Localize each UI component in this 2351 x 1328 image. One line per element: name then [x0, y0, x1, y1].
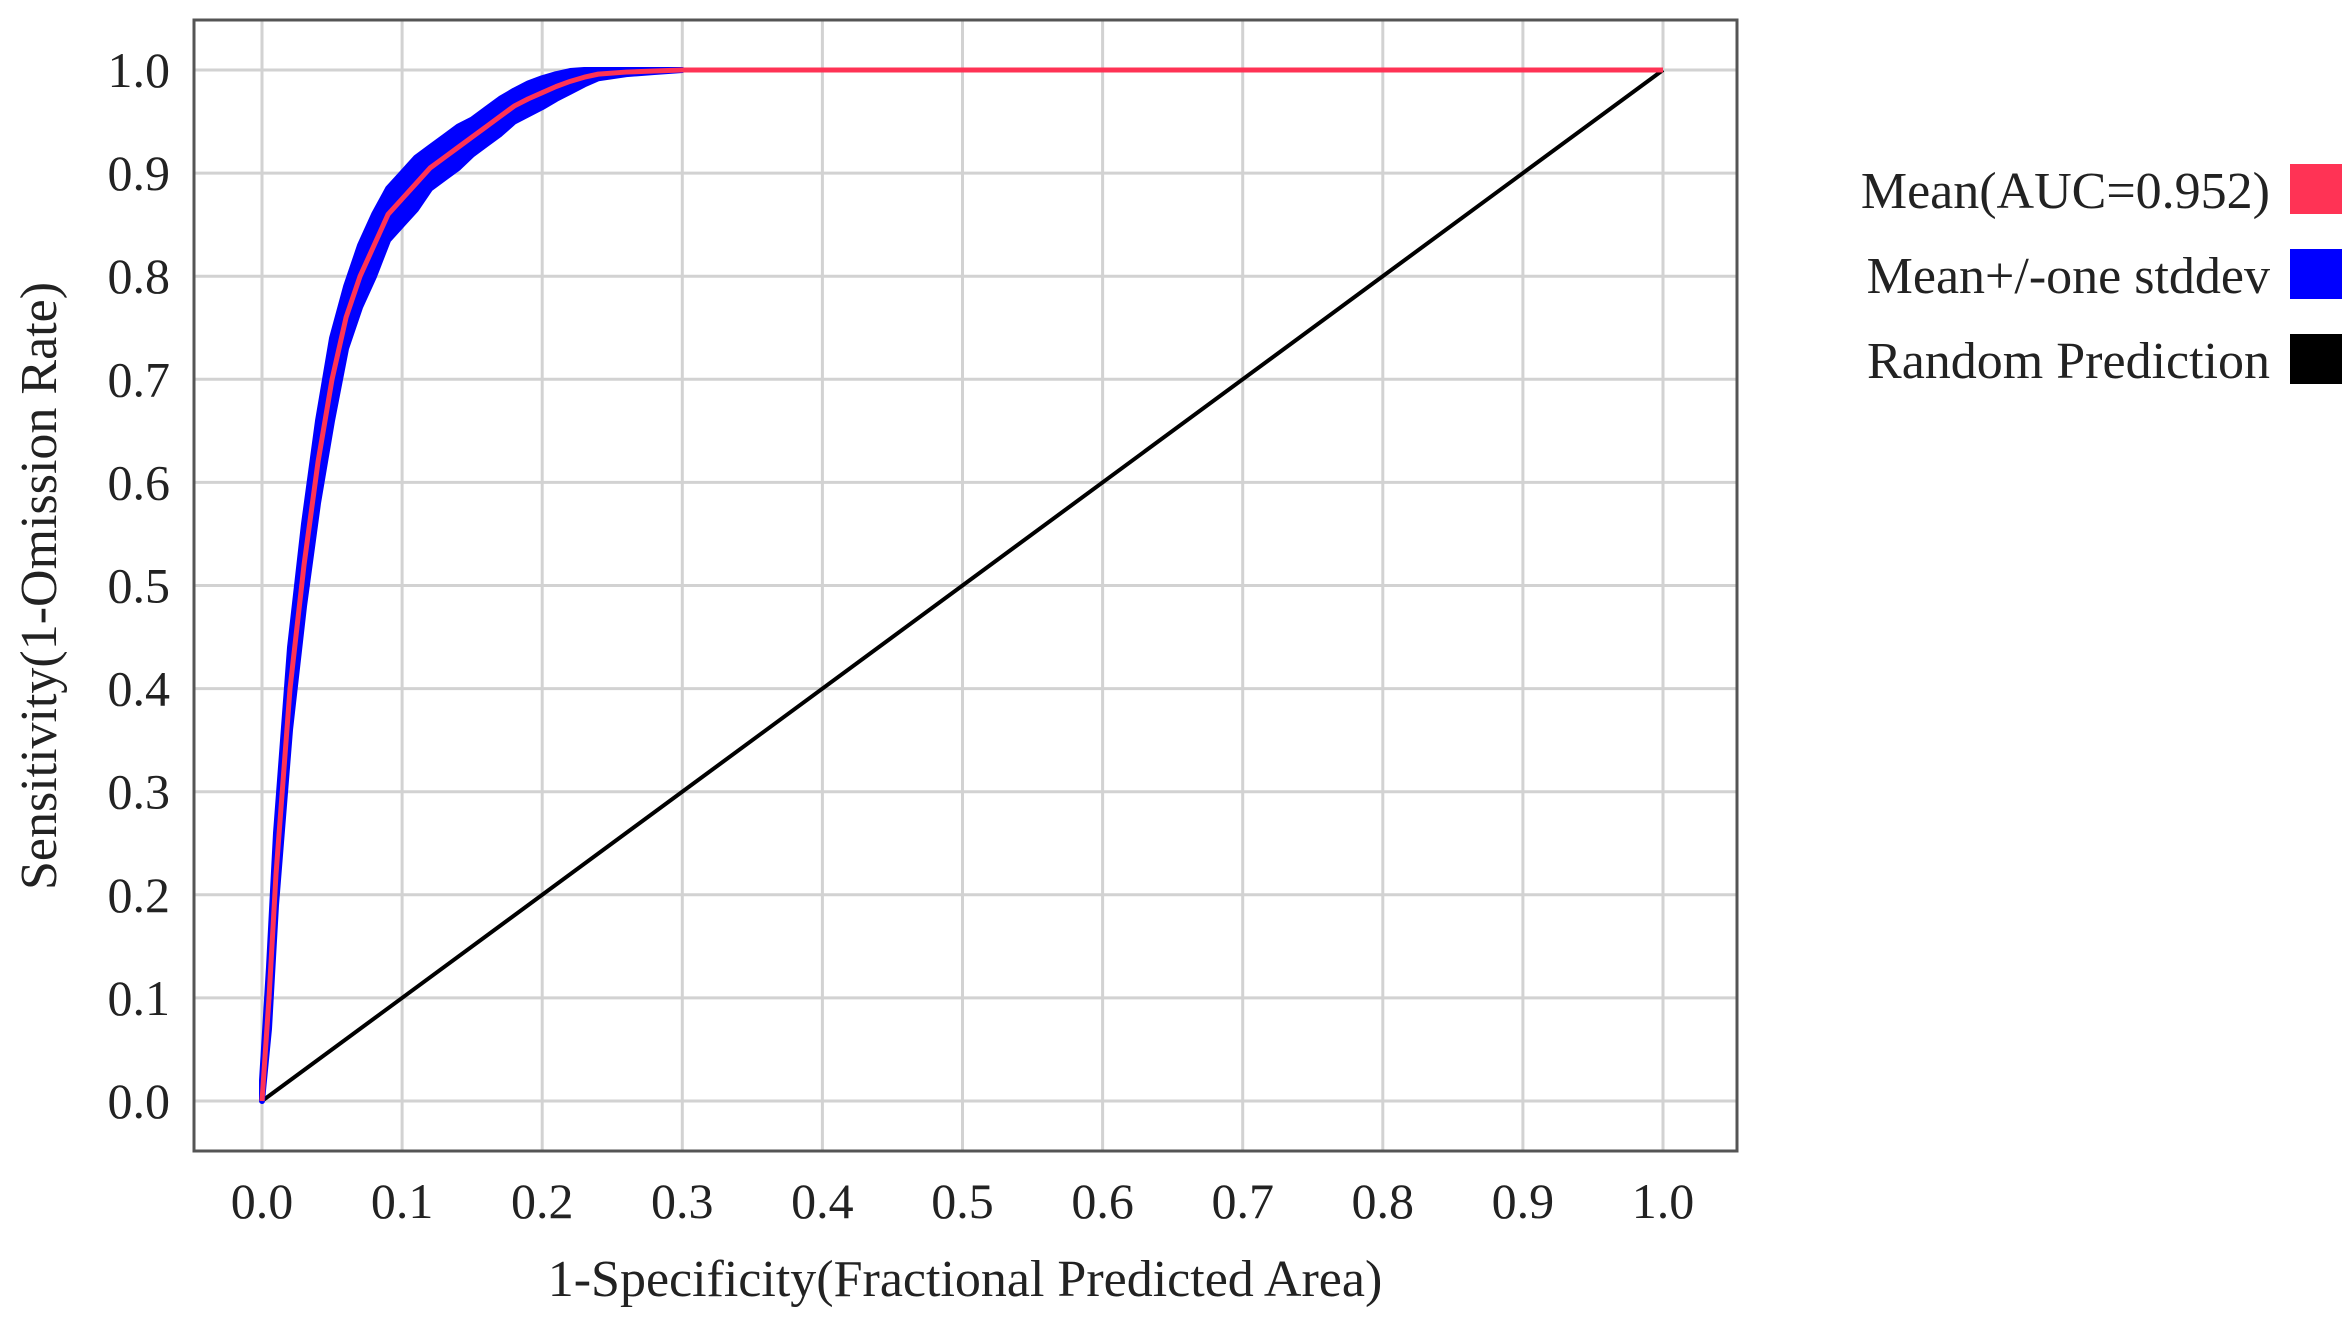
x-tick-label: 1.0 [1632, 1173, 1695, 1229]
mean-curve-layer [259, 67, 1663, 1102]
y-tick-label: 0.5 [108, 558, 171, 614]
y-tick-label: 0.7 [108, 351, 171, 407]
random-prediction-line [260, 68, 1665, 1103]
y-tick-label: 0.3 [108, 764, 171, 820]
legend-swatch-random [2290, 334, 2342, 384]
x-tick-label: 0.1 [371, 1173, 434, 1229]
y-tick-label: 0.8 [108, 248, 171, 304]
x-tick-label: 0.2 [511, 1173, 574, 1229]
x-tick-label: 0.4 [791, 1173, 854, 1229]
y-tick-label: 0.2 [108, 867, 171, 923]
x-tick-label: 0.8 [1352, 1173, 1415, 1229]
y-tick-labels: 0.0 0.1 0.2 0.3 0.4 0.5 0.6 0.7 0.8 0.9 1.0 [108, 42, 171, 1129]
legend-label-random: Random Prediction [1867, 333, 2270, 390]
legend-swatch-mean [2290, 164, 2342, 214]
x-tick-label: 0.7 [1211, 1173, 1274, 1229]
x-tick-label: 0.0 [231, 1173, 294, 1229]
plot-frame [192, 18, 1739, 1153]
x-tick-labels: 0.0 0.1 0.2 0.3 0.4 0.5 0.6 0.7 0.8 0.9 1.0 [231, 1173, 1695, 1229]
x-tick-label: 0.3 [651, 1173, 714, 1229]
y-tick-label: 0.6 [108, 454, 171, 510]
x-tick-label: 0.5 [931, 1173, 994, 1229]
legend: Mean(AUC=0.952) Mean+/-one stddev Random… [1861, 163, 2342, 390]
y-tick-label: 1.0 [108, 42, 171, 98]
y-axis-label: Sensitivity(1-Omission Rate) [11, 282, 68, 890]
legend-label-stddev: Mean+/-one stddev [1867, 248, 2270, 305]
y-tick-label: 0.9 [108, 145, 171, 201]
y-tick-label: 0.1 [108, 970, 171, 1026]
x-tick-label: 0.6 [1071, 1173, 1134, 1229]
x-axis-label: 1-Specificity(Fractional Predicted Area) [548, 1251, 1383, 1308]
legend-swatch-stddev [2290, 249, 2342, 299]
x-tick-label: 0.9 [1492, 1173, 1555, 1229]
random-prediction-layer [260, 68, 1665, 1103]
y-tick-label: 0.0 [108, 1073, 171, 1129]
y-tick-label: 0.4 [108, 661, 171, 717]
mean-roc-curve [259, 67, 1663, 1102]
legend-label-mean: Mean(AUC=0.952) [1861, 163, 2270, 220]
